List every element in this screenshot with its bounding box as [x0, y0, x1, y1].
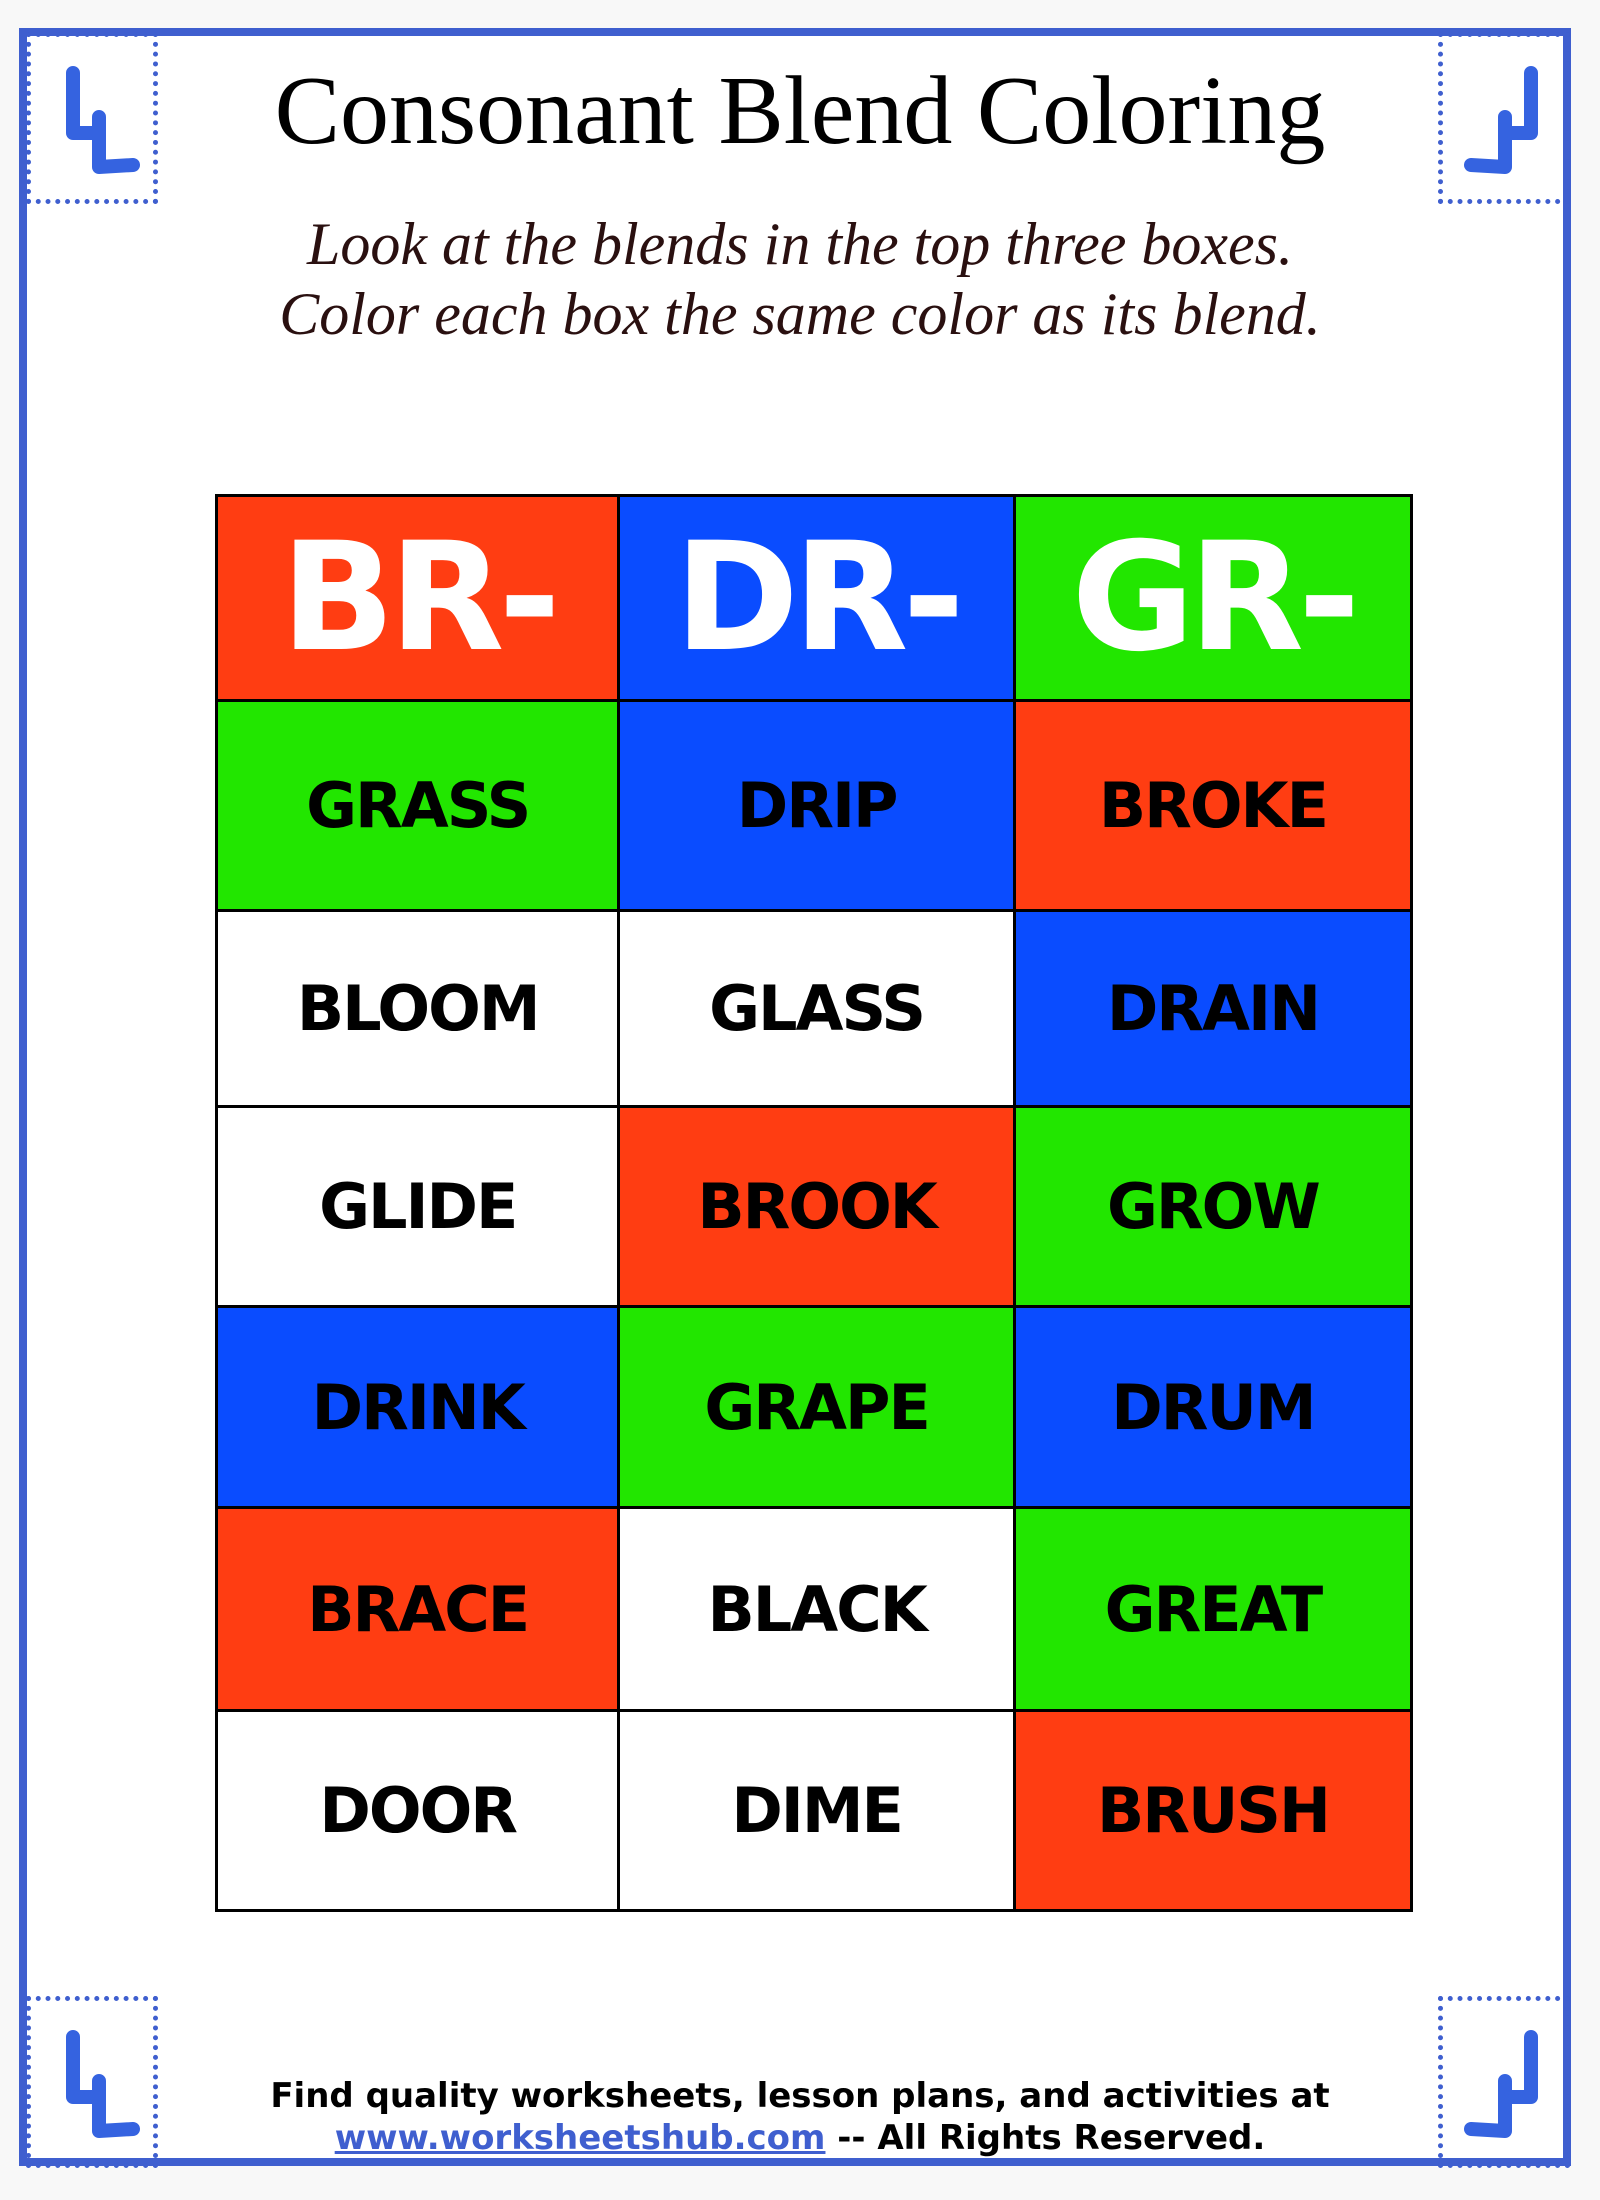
- page-title: Consonant Blend Coloring: [274, 57, 1326, 165]
- corner-glyph-icon: [66, 66, 140, 174]
- word-box-black[interactable]: BLACK: [617, 1506, 1016, 1712]
- instruction-line-2: Color each box the same color as its ble…: [279, 281, 1321, 347]
- word-box-brook[interactable]: BROOK: [617, 1105, 1016, 1308]
- corner-decoration-bottom-right: [1438, 1996, 1570, 2168]
- word-box-drain[interactable]: DRAIN: [1012, 909, 1414, 1108]
- grid-row: DRINK GRAPE DRUM: [214, 1305, 1414, 1509]
- website-link[interactable]: www.worksheetshub.com: [334, 2118, 826, 2158]
- word-box-dime[interactable]: DIME: [617, 1709, 1016, 1912]
- word-box-glass[interactable]: GLASS: [617, 909, 1016, 1108]
- word-box-broke[interactable]: BROKE: [1012, 699, 1414, 912]
- word-box-drip[interactable]: DRIP: [617, 699, 1016, 912]
- corner-decoration-top-left: [26, 32, 158, 204]
- word-box-brace[interactable]: BRACE: [214, 1506, 621, 1712]
- grid-row: BLOOM GLASS DRAIN: [214, 909, 1414, 1108]
- word-box-drink[interactable]: DRINK: [214, 1305, 621, 1509]
- word-box-brush[interactable]: BRUSH: [1012, 1709, 1414, 1912]
- corner-glyph-icon: [1464, 2030, 1538, 2138]
- word-box-glide[interactable]: GLIDE: [214, 1105, 621, 1308]
- word-box-great[interactable]: GREAT: [1012, 1506, 1414, 1712]
- corner-glyph-icon: [1464, 66, 1538, 174]
- corner-decoration-top-right: [1438, 32, 1570, 204]
- word-box-door[interactable]: DOOR: [214, 1709, 621, 1912]
- blend-header-br: BR-: [214, 494, 621, 702]
- word-box-grow[interactable]: GROW: [1012, 1105, 1414, 1308]
- instruction-line-1: Look at the blends in the top three boxe…: [307, 211, 1293, 277]
- blend-header-dr: DR-: [617, 494, 1016, 702]
- word-box-bloom[interactable]: BLOOM: [214, 909, 621, 1108]
- grid-row: BRACE BLACK GREAT: [214, 1506, 1414, 1712]
- rights-text: -- All Rights Reserved.: [825, 2118, 1266, 2158]
- blend-grid: BR- DR- GR- GRASS DRIP BROKE BLOOM GLASS DRAIN GL…: [214, 494, 1414, 1912]
- grid-row: DOOR DIME BRUSH: [214, 1709, 1414, 1912]
- word-box-grass[interactable]: GRASS: [214, 699, 621, 912]
- grid-row: GRASS DRIP BROKE: [214, 699, 1414, 912]
- grid-row: GLIDE BROOK GROW: [214, 1105, 1414, 1308]
- footer-line-2: www.worksheetshub.com -- All Rights Rese…: [0, 2118, 1600, 2158]
- corner-decoration-bottom-left: [26, 1996, 158, 2168]
- footer-line-1: Find quality worksheets, lesson plans, a…: [270, 2076, 1330, 2116]
- word-box-grape[interactable]: GRAPE: [617, 1305, 1016, 1509]
- word-box-drum[interactable]: DRUM: [1012, 1305, 1414, 1509]
- corner-glyph-icon: [66, 2030, 140, 2138]
- blend-header-gr: GR-: [1012, 494, 1414, 702]
